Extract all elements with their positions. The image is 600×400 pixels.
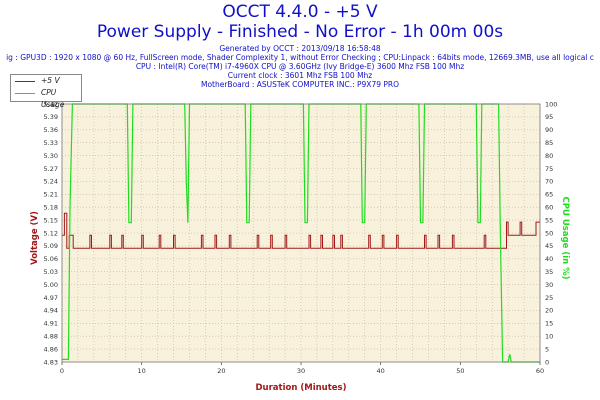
y-tick-label: 4.88 bbox=[44, 333, 58, 341]
y2-tick-label: 70 bbox=[545, 178, 553, 186]
y-tick-label: 5.00 bbox=[44, 281, 58, 289]
chart-subtitle: Power Supply - Finished - No Error - 1h … bbox=[96, 22, 504, 42]
y2-tick-label: 25 bbox=[545, 294, 553, 302]
info-config: ig : GPU3D : 1920 x 1080 @ 60 Hz, FullSc… bbox=[6, 53, 594, 62]
y-tick-label: 5.18 bbox=[44, 204, 58, 212]
y2-tick-label: 50 bbox=[545, 229, 553, 237]
y2-tick-label: 45 bbox=[545, 242, 553, 250]
y2-tick-label: 100 bbox=[545, 100, 557, 108]
x-axis-label: Duration (Minutes) bbox=[256, 383, 347, 393]
y2-tick-label: 65 bbox=[545, 191, 553, 199]
y2-axis-label: CPU Usage (in %) bbox=[560, 196, 570, 279]
y2-tick-label: 20 bbox=[545, 307, 553, 315]
y2-tick-label: 55 bbox=[545, 216, 553, 224]
axes: 5.42 5.39 5.36 5.33 5.30 5.27 5.24 5.21 5.18 5.15… bbox=[44, 100, 558, 375]
x-tick-label: 30 bbox=[297, 367, 305, 375]
y-tick-label: 5.39 bbox=[44, 113, 58, 121]
y2-tick-label: 90 bbox=[545, 126, 553, 134]
y2-tick-label: 10 bbox=[545, 333, 553, 341]
y2-tick-label: 85 bbox=[545, 139, 553, 147]
y-tick-label: 4.97 bbox=[44, 294, 58, 302]
y-tick-label: 4.94 bbox=[44, 307, 58, 315]
x-tick-label: 20 bbox=[217, 367, 225, 375]
legend-item-cpu: CPU Usage bbox=[11, 87, 81, 109]
y2-tick-label: 60 bbox=[545, 204, 553, 212]
x-tick-label: 10 bbox=[138, 367, 146, 375]
y-tick-label: 4.86 bbox=[44, 345, 58, 353]
legend-label-voltage: +5 V bbox=[41, 76, 60, 85]
y2-tick-label: 40 bbox=[545, 255, 553, 263]
info-motherboard: MotherBoard : ASUSTeK COMPUTER INC.: P9X… bbox=[200, 80, 400, 89]
y2-tick-label: 80 bbox=[545, 152, 553, 160]
y-tick-label: 5.09 bbox=[44, 242, 58, 250]
legend: +5 V CPU Usage bbox=[10, 74, 82, 109]
y-tick-label: 5.33 bbox=[44, 139, 58, 147]
y-tick-label: 5.03 bbox=[44, 268, 58, 276]
legend-swatch-cpu bbox=[15, 93, 35, 94]
x-tick-label: 0 bbox=[60, 367, 64, 375]
chart-title: OCCT 4.4.0 - +5 V bbox=[222, 2, 378, 22]
y-tick-label: 5.12 bbox=[44, 229, 58, 237]
y-tick-label: 5.42 bbox=[44, 100, 58, 108]
x-tick-label: 60 bbox=[536, 367, 544, 375]
x-tick-label: 40 bbox=[377, 367, 385, 375]
info-cpu: CPU : Intel(R) Core(TM) i7-4960X CPU @ 3… bbox=[135, 62, 465, 71]
y2-tick-label: 15 bbox=[545, 320, 553, 328]
info-clock: Current clock : 3601 Mhz FSB 100 Mhz bbox=[227, 71, 373, 80]
y-tick-label: 4.83 bbox=[44, 358, 58, 366]
y2-tick-label: 35 bbox=[545, 268, 553, 276]
y-tick-label: 5.36 bbox=[44, 126, 58, 134]
y2-tick-label: 95 bbox=[545, 113, 553, 121]
y-tick-label: 4.91 bbox=[44, 320, 58, 328]
legend-swatch-voltage bbox=[15, 81, 35, 82]
plot-frame bbox=[61, 103, 541, 363]
y-tick-label: 5.06 bbox=[44, 255, 58, 263]
x-tick-label: 50 bbox=[456, 367, 464, 375]
y-tick-label: 5.30 bbox=[44, 152, 58, 160]
y2-tick-label: 75 bbox=[545, 165, 553, 173]
legend-label-cpu: CPU Usage bbox=[41, 88, 65, 109]
y-tick-label: 5.15 bbox=[44, 216, 58, 224]
y-tick-label: 5.24 bbox=[44, 178, 58, 186]
legend-item-voltage: +5 V bbox=[11, 75, 81, 87]
info-generated: Generated by OCCT : 2013/09/18 16:58:48 bbox=[219, 44, 381, 53]
y2-tick-label: 30 bbox=[545, 281, 553, 289]
series-line-voltage bbox=[62, 212, 540, 249]
y-tick-label: 5.21 bbox=[44, 191, 58, 199]
y-tick-label: 5.27 bbox=[44, 165, 58, 173]
y2-tick-label: 5 bbox=[545, 345, 549, 353]
y-axis-label: Voltage (V) bbox=[30, 211, 40, 265]
y2-tick-label: 0 bbox=[545, 358, 549, 366]
